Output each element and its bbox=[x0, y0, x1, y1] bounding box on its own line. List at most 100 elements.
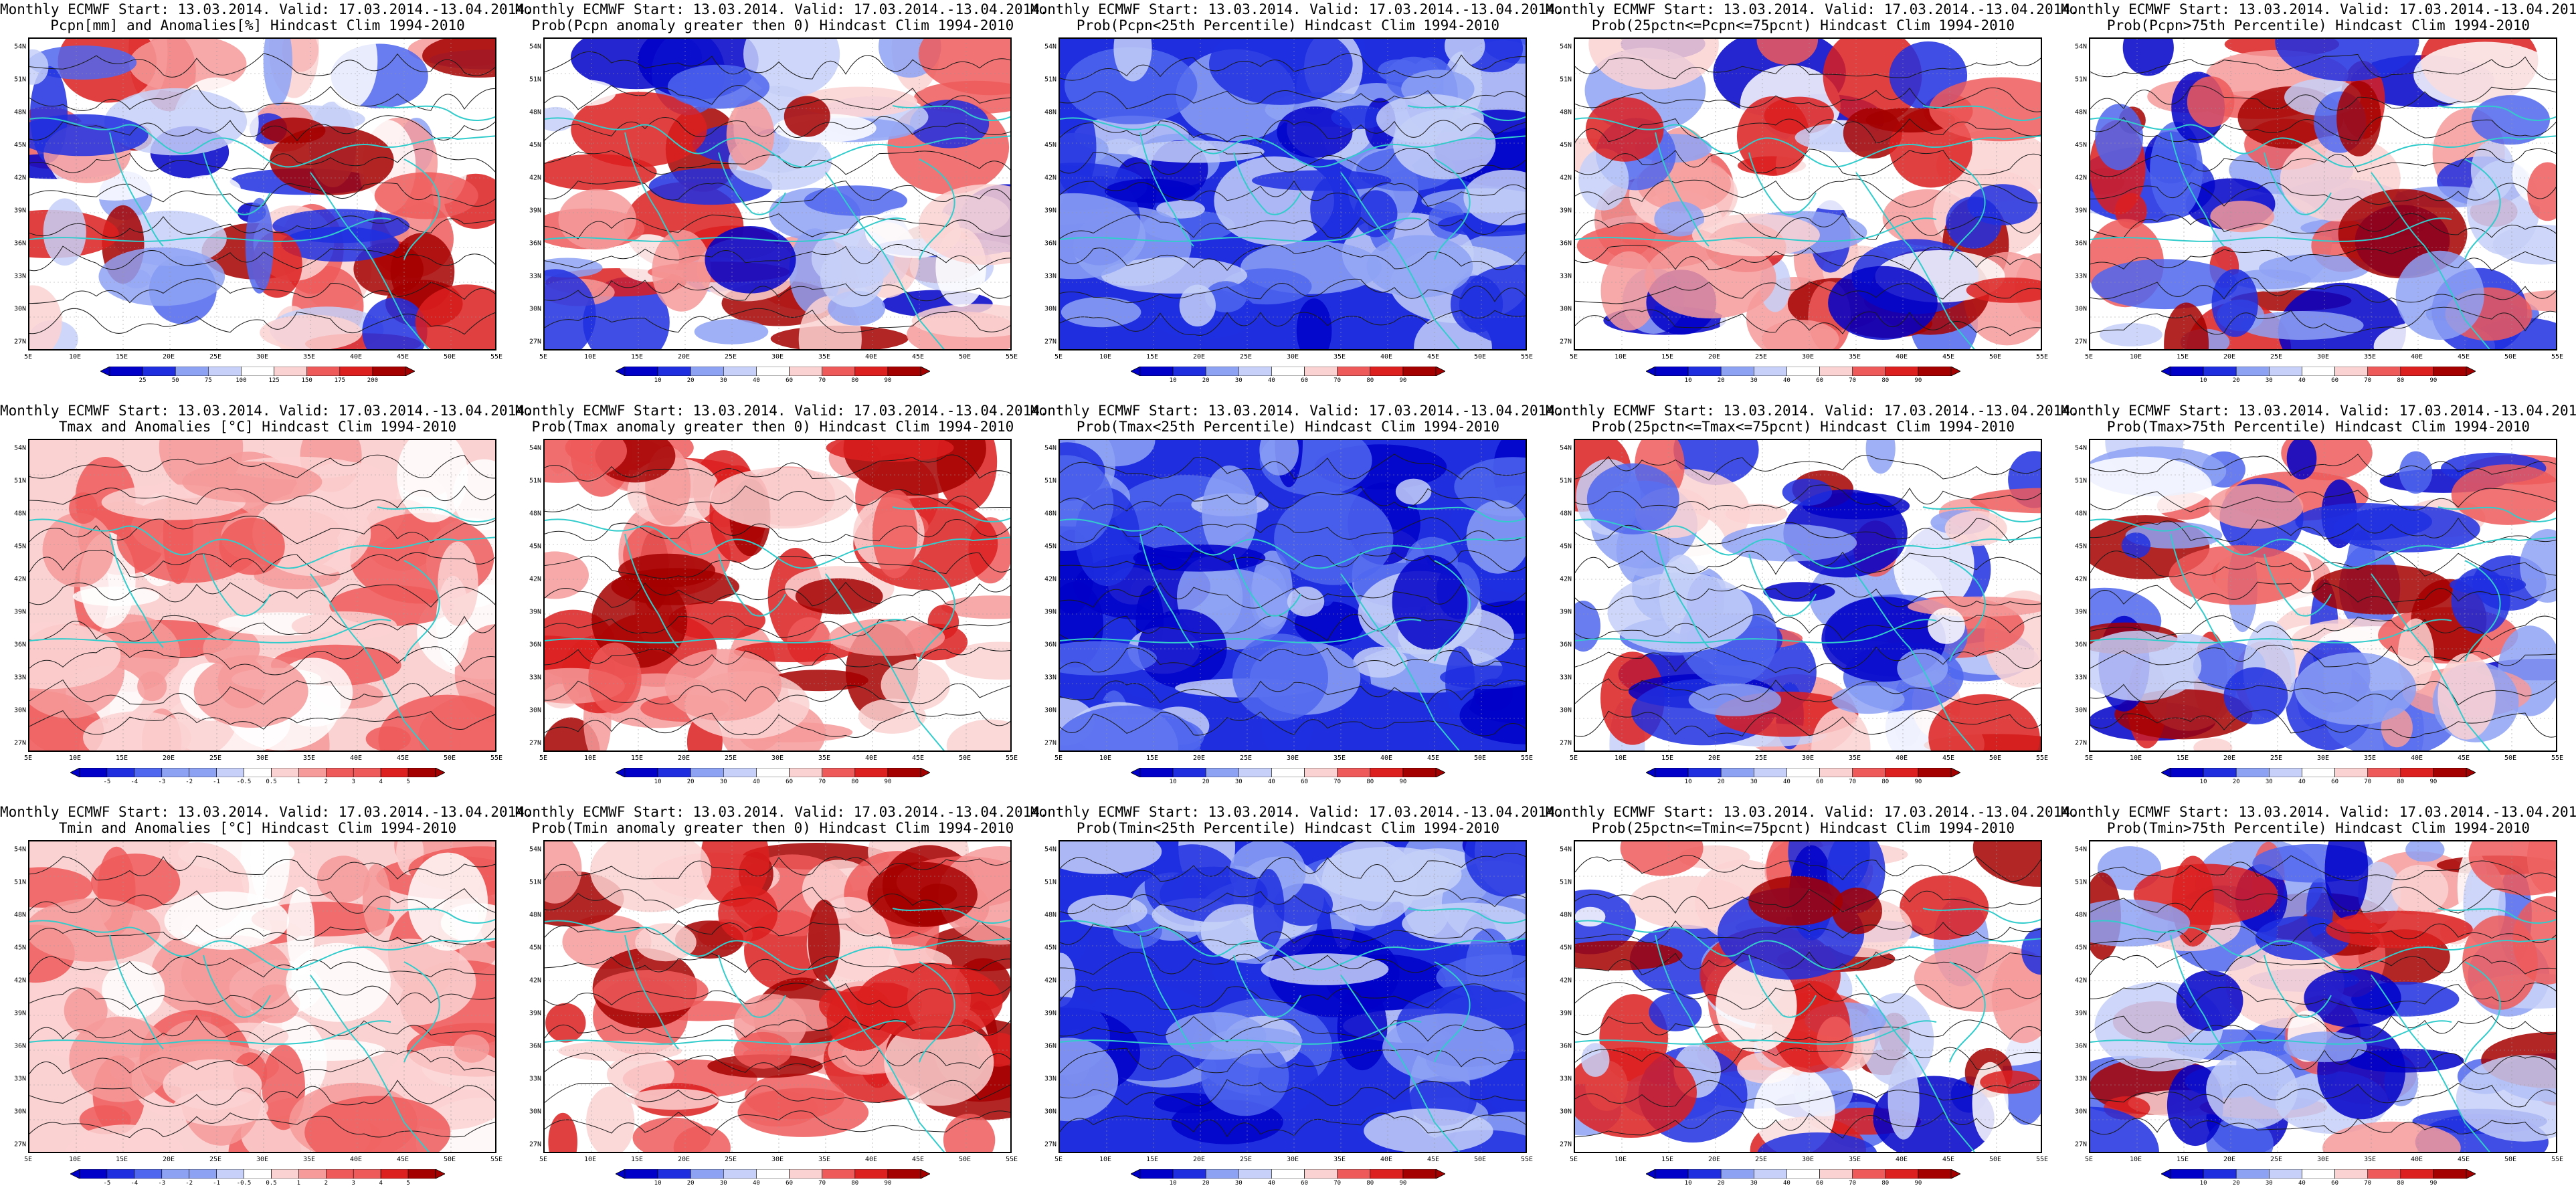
colorbar-tick-label: 70 bbox=[2364, 1180, 2372, 1187]
field-blob bbox=[2471, 95, 2550, 145]
colorbar-tick-label: 80 bbox=[1881, 1180, 1890, 1187]
longitude-label: 45E bbox=[1942, 353, 1955, 361]
coastline bbox=[2170, 132, 2225, 247]
longitude-label: 30E bbox=[256, 1156, 269, 1163]
field-blob bbox=[2095, 104, 2143, 171]
contour-line bbox=[2090, 85, 2556, 111]
longitude-label: 35E bbox=[302, 353, 316, 361]
colorbar-segment bbox=[306, 367, 341, 376]
colorbar-segment bbox=[2302, 768, 2335, 777]
field-blob bbox=[91, 854, 181, 911]
coastline bbox=[825, 172, 945, 349]
latitude-label: 27N bbox=[1044, 739, 1056, 747]
colorbar-tick-label: 20 bbox=[1202, 779, 1210, 785]
map-panel-p7: Monthly ECMWF Start: 13.03.2014. Valid: … bbox=[515, 401, 1048, 803]
colorbar-tick-label: 90 bbox=[884, 779, 892, 785]
colorbar-segment bbox=[1337, 367, 1371, 376]
colorbar-segment bbox=[1754, 1169, 1787, 1179]
longitude-label: 30E bbox=[2316, 353, 2330, 361]
colorbar-arrow-right bbox=[435, 1169, 445, 1179]
map-panel-p2: Monthly ECMWF Start: 13.03.2014. Valid: … bbox=[515, 0, 1048, 401]
field-blob bbox=[826, 440, 954, 462]
coastline bbox=[919, 560, 955, 662]
colorbar-segment bbox=[1139, 768, 1174, 777]
colorbar-segment bbox=[1337, 768, 1371, 777]
latitude-label: 51N bbox=[2074, 76, 2087, 84]
map-field-svg bbox=[1575, 440, 2041, 750]
coastline bbox=[1655, 934, 1710, 1049]
colorbar bbox=[2161, 367, 2476, 376]
field-blob bbox=[66, 1124, 185, 1152]
field-blob bbox=[407, 852, 488, 951]
colorbar-segment bbox=[175, 367, 209, 376]
colorbar-tick-label: 10 bbox=[2199, 779, 2207, 785]
colorbar-segment bbox=[1852, 367, 1886, 376]
latitude-label: 39N bbox=[529, 1009, 541, 1017]
contour-line bbox=[29, 549, 495, 578]
latitude-label: 45N bbox=[1559, 944, 1572, 952]
latitude-label: 51N bbox=[2074, 878, 2087, 886]
longitude-label: 5E bbox=[1569, 755, 1578, 762]
colorbar-tick-label: 70 bbox=[2364, 377, 2372, 384]
colorbar-segment bbox=[789, 1169, 823, 1179]
coastline bbox=[2090, 1020, 2452, 1045]
field-blob bbox=[1929, 77, 2041, 142]
longitude-label: 35E bbox=[1333, 1156, 1346, 1163]
colorbar-tick-label: 40 bbox=[1782, 1180, 1790, 1187]
field-blob bbox=[1060, 705, 1201, 750]
longitude-label: 30E bbox=[2316, 1156, 2330, 1163]
coastline bbox=[1060, 920, 1526, 971]
colorbar-segment bbox=[339, 367, 373, 376]
longitude-label: 50E bbox=[1989, 353, 2002, 361]
longitude-label: 50E bbox=[2504, 755, 2517, 762]
longitude-label: 35E bbox=[2363, 353, 2377, 361]
field-blob bbox=[1209, 39, 1353, 105]
coastline bbox=[29, 217, 391, 242]
field-blob bbox=[545, 106, 575, 132]
colorbar-segment bbox=[1655, 367, 1689, 376]
colorbar-segment bbox=[1238, 367, 1272, 376]
latitude-label: 33N bbox=[1044, 272, 1056, 280]
field-blob bbox=[2223, 667, 2288, 724]
colorbar-tick-label: 0.5 bbox=[266, 1180, 277, 1187]
latitude-label: 27N bbox=[13, 338, 26, 346]
contour-line bbox=[545, 886, 1010, 914]
latitude-label: 42N bbox=[1559, 977, 1572, 985]
longitude-label: 20E bbox=[1708, 353, 1721, 361]
latitude-label: 51N bbox=[2074, 477, 2087, 485]
colorbar-segment bbox=[1720, 768, 1754, 777]
colorbar-segment bbox=[2302, 367, 2335, 376]
colorbar-labels: 10 20 30 40 60 70 80 90 bbox=[1646, 377, 1960, 385]
longitude-label: 45E bbox=[911, 353, 925, 361]
colorbar-tick-label: 5 bbox=[406, 779, 410, 785]
map-field-svg bbox=[1060, 440, 1526, 750]
latitude-label: 30N bbox=[529, 706, 541, 714]
field-blob bbox=[1060, 100, 1097, 195]
field-blob bbox=[438, 541, 478, 626]
longitude-label: 30E bbox=[1801, 1156, 1815, 1163]
field-blob bbox=[69, 1016, 173, 1102]
longitude-label: 20E bbox=[677, 755, 691, 762]
colorbar bbox=[616, 1169, 930, 1179]
colorbar-tick-label: -4 bbox=[130, 779, 139, 785]
latitude-labels: 54N 51N 48N 45N 42N 39N 36N 33N 30N 27N bbox=[1040, 439, 1059, 752]
longitude-label: 35E bbox=[818, 353, 831, 361]
colorbar-tick-label: 10 bbox=[2199, 377, 2207, 384]
map-area bbox=[28, 439, 496, 752]
latitude-label: 54N bbox=[13, 845, 26, 854]
colorbar-tick-label: 70 bbox=[1849, 1180, 1857, 1187]
colorbar-labels: 10 20 30 40 60 70 80 90 bbox=[616, 1180, 930, 1188]
field-blob bbox=[1212, 957, 1275, 989]
longitude-label: 40E bbox=[349, 1156, 363, 1163]
coastline bbox=[1949, 560, 1986, 662]
latitude-label: 45N bbox=[13, 141, 26, 149]
latitude-label: 36N bbox=[1559, 1042, 1572, 1050]
latitude-label: 51N bbox=[13, 878, 26, 886]
latitude-label: 39N bbox=[13, 1009, 26, 1017]
latitude-labels: 54N 51N 48N 45N 42N 39N 36N 33N 30N 27N bbox=[1040, 840, 1059, 1153]
field-blob bbox=[918, 39, 1010, 96]
colorbar-tick-label: 40 bbox=[2298, 377, 2306, 384]
colorbar-segment bbox=[325, 1169, 354, 1179]
latitude-label: 54N bbox=[529, 845, 541, 854]
contour-line bbox=[29, 454, 495, 479]
